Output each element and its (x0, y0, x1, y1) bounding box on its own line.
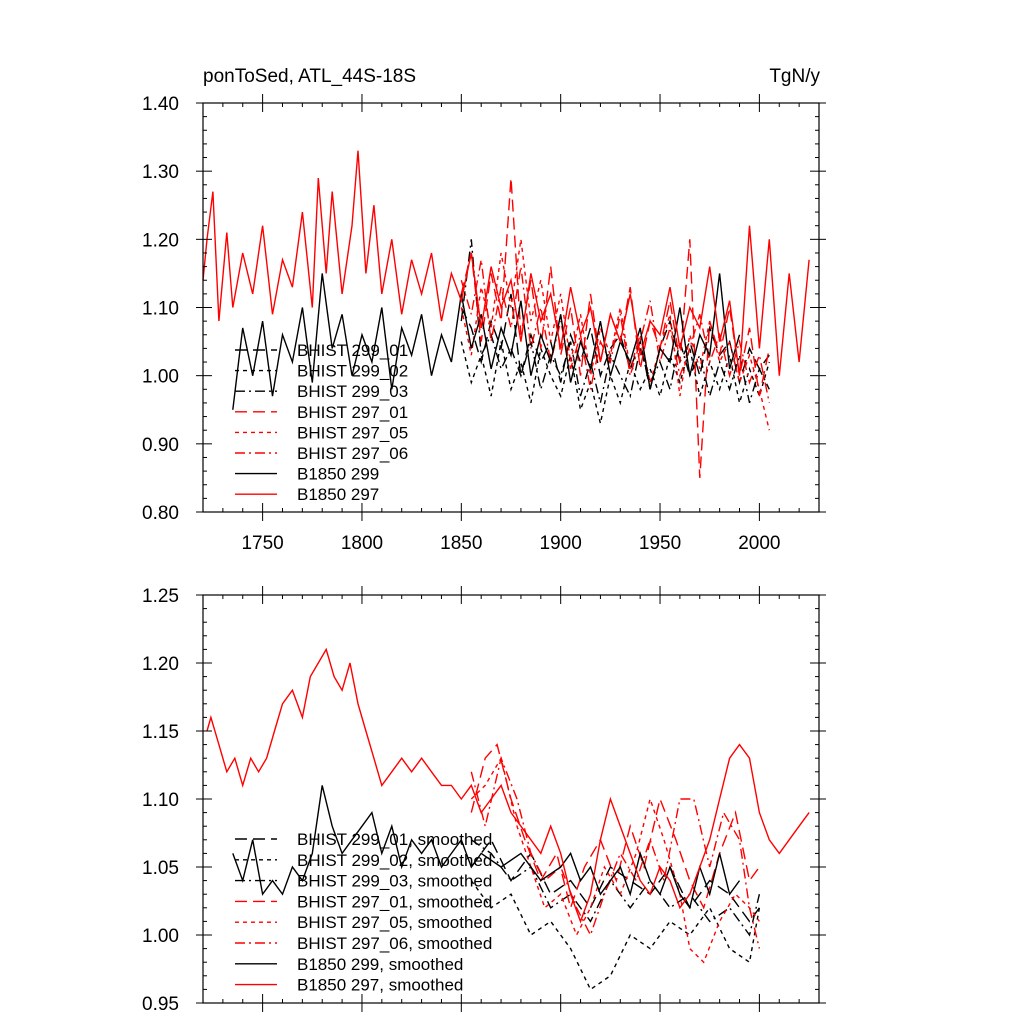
bottom-axes: 0.95 1.00 1.05 1.10 1.15 1.20 1.25 (142, 586, 826, 1015)
top-x-tick-label: 1900 (540, 533, 582, 554)
top-legend-label-5: BHIST 297_06 (297, 444, 408, 463)
top-panel-title: ponToSed, ATL_44S-18S (203, 66, 416, 87)
bottom-series-line-0 (470, 838, 760, 923)
top-series-line-1 (460, 341, 770, 424)
top-y-tick-label: 0.80 (142, 503, 179, 524)
top-y-tick-label: 1.10 (142, 299, 179, 320)
bottom-series-line-4 (470, 756, 760, 964)
top-legend-label-4: BHIST 297_05 (297, 423, 408, 442)
bottom-panel: 0.95 1.00 1.05 1.10 1.15 1.20 1.25 BHIST 299_0… (142, 586, 826, 1015)
top-y-tick-label: 1.40 (142, 94, 179, 115)
bottom-series-line-3 (470, 743, 760, 911)
bottom-legend-label-7: B1850 297, smoothed (297, 976, 463, 995)
top-y-tick-label: 1.00 (142, 367, 179, 388)
bottom-legend: BHIST 299_01, smoothed BHIST 299_02, smoo… (235, 830, 492, 995)
bottom-y-tick-label: 1.00 (142, 926, 179, 947)
top-legend-label-6: B1850 299 (297, 465, 379, 484)
top-series-line-5 (460, 259, 770, 404)
top-legend-label-0: BHIST 299_01 (297, 341, 408, 360)
top-x-tick-label: 1750 (241, 533, 283, 554)
bottom-y-tick-label: 1.05 (142, 858, 179, 879)
top-series-line-4 (460, 239, 770, 431)
bottom-series-line-5 (470, 755, 761, 949)
top-x-tick-label: 1850 (440, 533, 482, 554)
top-series-line-0 (460, 293, 770, 390)
top-y-tick-label: 0.90 (142, 435, 179, 456)
bottom-legend-label-1: BHIST 299_02, smoothed (297, 851, 492, 870)
top-legend-label-1: BHIST 299_02 (297, 362, 408, 381)
bottom-y-tick-label: 1.25 (142, 586, 179, 607)
top-series-line-2 (460, 239, 770, 404)
top-legend-label-7: B1850 297 (297, 485, 379, 504)
top-x-tick-label: 1800 (341, 533, 383, 554)
bottom-series-line-7 (206, 647, 810, 924)
top-legend-label-3: BHIST 297_01 (297, 403, 408, 422)
bottom-y-tick-label: 0.95 (142, 994, 179, 1015)
bottom-legend-label-0: BHIST 299_01, smoothed (297, 830, 492, 849)
top-series-line-6 (232, 273, 741, 410)
bottom-legend-label-3: BHIST 297_01, smoothed (297, 892, 492, 911)
top-legend-label-2: BHIST 299_03 (297, 382, 408, 401)
bottom-series-group (206, 647, 810, 991)
top-series-group (202, 150, 810, 478)
top-panel: ponToSed, ATL_44S-18S TgN/y 1750 1800 1850… (142, 66, 826, 554)
top-y-tick-label: 1.30 (142, 162, 179, 183)
bottom-legend-label-5: BHIST 297_06, smoothed (297, 934, 492, 953)
top-panel-units: TgN/y (769, 66, 820, 87)
bottom-series-line-6 (232, 785, 741, 910)
top-series-line-7 (202, 150, 810, 376)
bottom-y-tick-label: 1.15 (142, 722, 179, 743)
bottom-legend-label-4: BHIST 297_05, smoothed (297, 913, 492, 932)
top-x-tick-label: 2000 (738, 533, 780, 554)
bottom-legend-label-2: BHIST 299_03, smoothed (297, 872, 492, 891)
bottom-y-tick-label: 1.10 (142, 790, 179, 811)
bottom-series-line-1 (470, 880, 761, 991)
top-axes: 1750 1800 1850 1900 1950 2000 0.80 0.90 1.00 1.10… (142, 94, 826, 554)
bottom-series-line-2 (470, 839, 761, 937)
bottom-y-tick-label: 1.20 (142, 654, 179, 675)
top-x-tick-label: 1950 (639, 533, 681, 554)
top-y-tick-label: 1.20 (142, 230, 179, 251)
bottom-legend-label-6: B1850 299, smoothed (297, 955, 463, 974)
